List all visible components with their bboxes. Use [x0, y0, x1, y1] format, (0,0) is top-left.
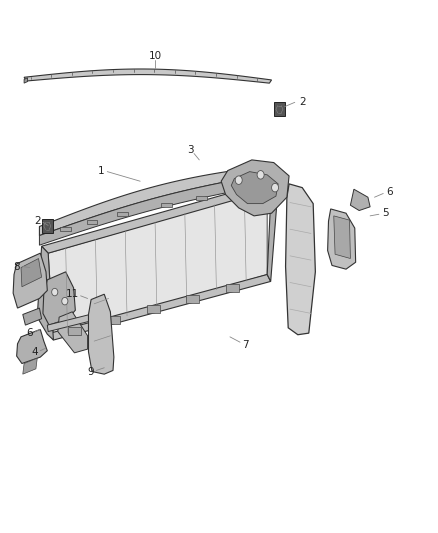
- Polygon shape: [350, 189, 370, 211]
- Polygon shape: [42, 219, 53, 233]
- Circle shape: [257, 171, 264, 179]
- Polygon shape: [68, 327, 81, 335]
- Polygon shape: [13, 253, 47, 308]
- Polygon shape: [231, 172, 278, 204]
- Polygon shape: [87, 220, 97, 224]
- Polygon shape: [60, 227, 71, 231]
- Text: 6: 6: [386, 187, 393, 197]
- Polygon shape: [21, 259, 42, 287]
- Circle shape: [52, 288, 58, 296]
- Polygon shape: [267, 181, 278, 281]
- Text: 4: 4: [32, 347, 39, 357]
- Polygon shape: [196, 196, 207, 200]
- Polygon shape: [24, 69, 272, 83]
- Polygon shape: [186, 295, 199, 303]
- Circle shape: [235, 176, 242, 184]
- Polygon shape: [23, 308, 42, 325]
- Text: 10: 10: [149, 51, 162, 61]
- Polygon shape: [39, 173, 272, 245]
- Polygon shape: [24, 78, 28, 83]
- Polygon shape: [50, 274, 271, 340]
- Polygon shape: [147, 305, 160, 313]
- Polygon shape: [117, 212, 128, 216]
- Polygon shape: [161, 203, 172, 207]
- Text: 1: 1: [97, 166, 104, 175]
- Text: 2: 2: [34, 216, 41, 226]
- Text: 11: 11: [66, 289, 79, 299]
- Polygon shape: [39, 165, 272, 236]
- Polygon shape: [226, 284, 239, 292]
- Polygon shape: [17, 329, 47, 364]
- Polygon shape: [43, 272, 75, 325]
- Polygon shape: [23, 358, 37, 374]
- Polygon shape: [88, 294, 114, 374]
- Polygon shape: [107, 316, 120, 324]
- Polygon shape: [286, 184, 315, 335]
- Polygon shape: [47, 313, 95, 332]
- Text: 6: 6: [26, 328, 33, 337]
- Polygon shape: [37, 246, 53, 340]
- Text: 8: 8: [13, 262, 20, 271]
- Polygon shape: [334, 216, 350, 259]
- Polygon shape: [58, 312, 88, 353]
- Text: 2: 2: [299, 98, 306, 107]
- Polygon shape: [48, 189, 267, 337]
- Text: 5: 5: [382, 208, 389, 218]
- Text: 3: 3: [187, 146, 194, 155]
- Text: 7: 7: [242, 341, 249, 350]
- Polygon shape: [42, 181, 278, 253]
- Text: 9: 9: [88, 367, 95, 377]
- Polygon shape: [221, 160, 289, 216]
- Circle shape: [272, 183, 279, 192]
- Polygon shape: [274, 102, 285, 116]
- Polygon shape: [328, 209, 356, 269]
- Circle shape: [62, 297, 68, 305]
